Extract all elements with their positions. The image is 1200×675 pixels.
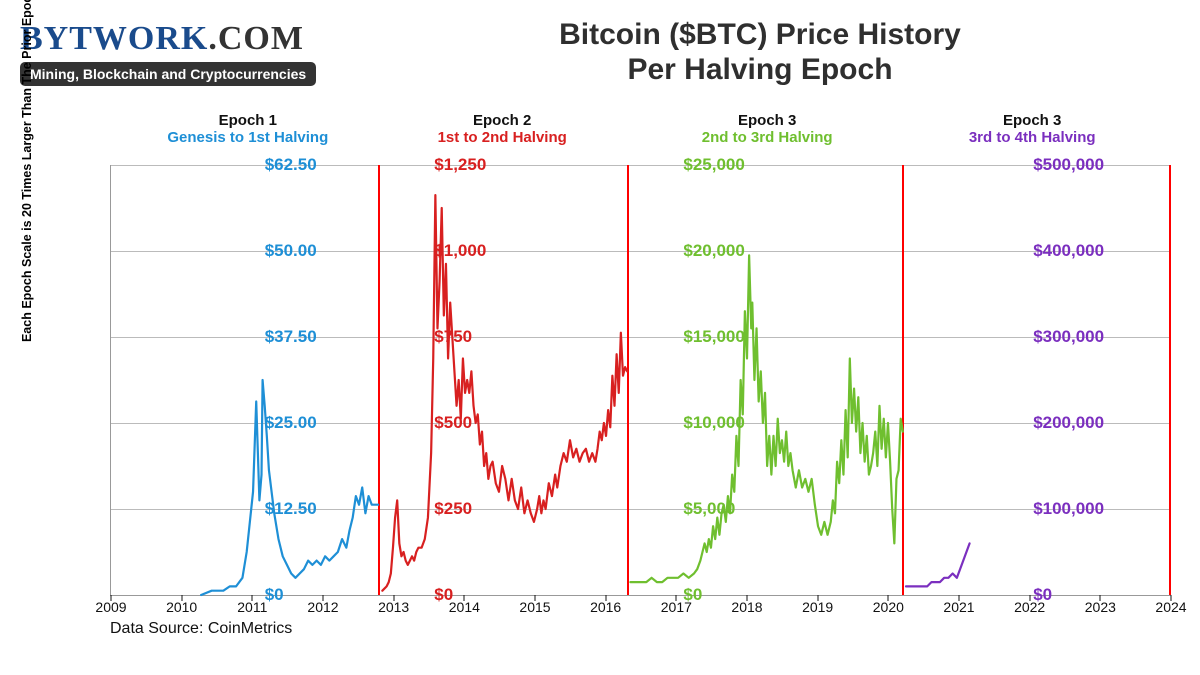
epoch-header: Epoch 21st to 2nd Halving [377, 112, 627, 146]
logo-tagline: Mining, Blockchain and Cryptocurrencies [20, 62, 316, 86]
x-axis-year: 2015 [519, 599, 550, 615]
chart-title: Bitcoin ($BTC) Price History Per Halving… [410, 18, 1110, 87]
x-axis-year: 2011 [237, 599, 267, 615]
logo-text: BYTWORK.COM [20, 20, 304, 57]
epoch-header: Epoch 33rd to 4th Halving [907, 112, 1157, 146]
logo-text-line1: BYTWORK [20, 20, 208, 57]
x-axis-year: 2010 [166, 599, 197, 615]
x-axis-year: 2016 [590, 599, 621, 615]
epoch-line-epoch4 [111, 165, 1171, 595]
x-axis-year: 2019 [802, 599, 833, 615]
epoch-title: Epoch 3 [642, 112, 892, 129]
x-axis-year: 2012 [307, 599, 338, 615]
logo-block: BYTWORK.COM Mining, Blockchain and Crypt… [20, 20, 316, 86]
x-axis-year: 2014 [449, 599, 480, 615]
x-axis-year: 2020 [873, 599, 904, 615]
y-axis-label: Each Epoch Scale is 20 Times Larger Than… [20, 0, 34, 380]
chart-title-line2: Per Halving Epoch [410, 53, 1110, 88]
epoch-subtitle: 2nd to 3rd Halving [642, 129, 892, 146]
epoch-header: Epoch 32nd to 3rd Halving [642, 112, 892, 146]
data-source: Data Source: CoinMetrics [110, 620, 292, 638]
epoch-subtitle: Genesis to 1st Halving [123, 129, 373, 146]
x-axis-year: 2018 [731, 599, 762, 615]
logo-text-line2: .COM [208, 20, 304, 57]
page: BYTWORK.COM Mining, Blockchain and Crypt… [0, 0, 1200, 675]
x-axis-year: 2021 [943, 599, 974, 615]
epoch-header: Epoch 1Genesis to 1st Halving [123, 112, 373, 146]
epoch-title: Epoch 3 [907, 112, 1157, 129]
x-axis-year: 2024 [1155, 599, 1186, 615]
x-axis-year: 2023 [1085, 599, 1116, 615]
epoch-subtitle: 1st to 2nd Halving [377, 129, 627, 146]
x-axis-year: 2013 [378, 599, 409, 615]
epoch-title: Epoch 1 [123, 112, 373, 129]
epoch-subtitle: 3rd to 4th Halving [907, 129, 1157, 146]
logo-tagbar: Mining, Blockchain and Cryptocurrencies [20, 62, 316, 86]
chart-title-line1: Bitcoin ($BTC) Price History [410, 18, 1110, 53]
x-axis-year: 2009 [95, 599, 126, 615]
chart-area: 2009201020112012201320142015201620172018… [110, 165, 1171, 596]
epoch-title: Epoch 2 [377, 112, 627, 129]
